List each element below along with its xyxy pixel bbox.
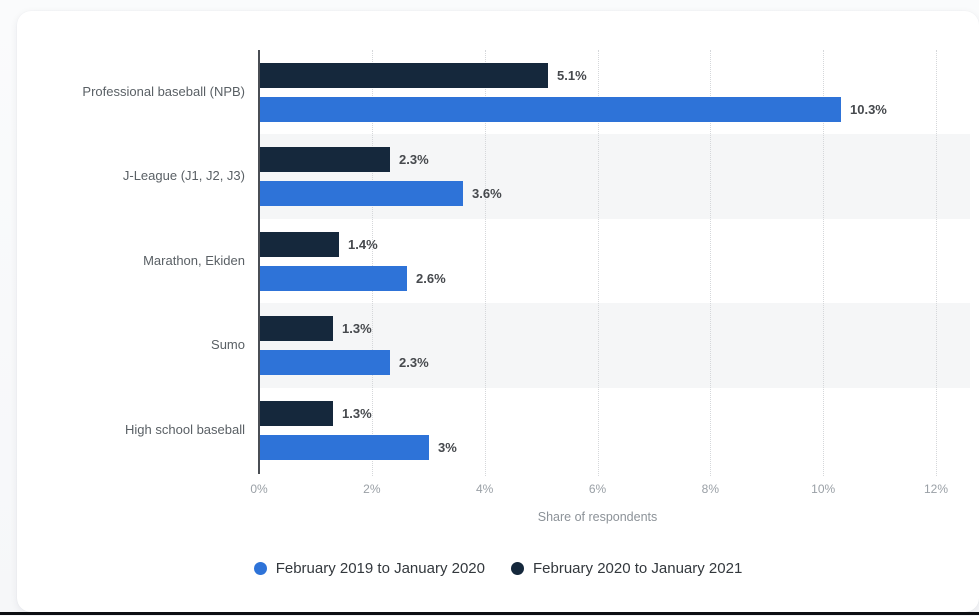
bar-value-label: 2.3% bbox=[399, 152, 429, 168]
y-axis-line bbox=[258, 50, 260, 474]
bar[interactable] bbox=[260, 434, 429, 460]
bar-value-label: 2.3% bbox=[399, 355, 429, 371]
category-label: Sumo bbox=[211, 337, 245, 353]
gridline bbox=[372, 50, 373, 476]
bar-value-label: 10.3% bbox=[850, 102, 887, 117]
bar-row: 1.3% 2.3% bbox=[259, 303, 936, 387]
bar-row: 1.4% 2.6% bbox=[259, 219, 936, 303]
bar-value-label: 1.4% bbox=[348, 236, 378, 252]
bar[interactable] bbox=[260, 97, 841, 122]
bar[interactable] bbox=[260, 316, 333, 342]
bar[interactable] bbox=[260, 181, 463, 207]
legend-dot bbox=[253, 562, 267, 575]
legend-label: February 2019 to January 2020 bbox=[275, 560, 485, 577]
x-tick-label: 8% bbox=[701, 482, 719, 496]
category-label: Marathon, Ekiden bbox=[143, 252, 245, 268]
screen-bottom-edge-line bbox=[0, 612, 979, 615]
legend-dot bbox=[511, 562, 524, 575]
legend-item: February 2020 to January 2021 bbox=[511, 560, 742, 577]
category-label: J-League (J1, J2, J3) bbox=[122, 168, 245, 184]
bar[interactable] bbox=[260, 231, 339, 257]
x-tick-label: 2% bbox=[363, 482, 381, 496]
x-axis-title: Share of respondents bbox=[537, 510, 658, 524]
bar-value-label: 2.6% bbox=[416, 270, 446, 286]
category-label: Professional baseball (NPB) bbox=[82, 84, 245, 100]
gridline bbox=[936, 50, 937, 476]
legend-item: February 2019 to January 2020 bbox=[253, 560, 485, 577]
bar-value-label: 5.1% bbox=[557, 68, 587, 83]
legend: February 2019 to January 2020 February 20… bbox=[17, 560, 979, 577]
x-tick-label: 4% bbox=[475, 482, 494, 496]
bar-row: 5.1% 10.3% bbox=[259, 50, 936, 134]
plot-area: 5.1% 10.3% 2.3% 3.6% 1.4% 2.6% 1.3% 2.3% 1.3% 3% bbox=[258, 50, 970, 476]
bar[interactable] bbox=[260, 147, 390, 173]
chart-card: Professional baseball (NPB) J-League (J1,… bbox=[17, 11, 979, 612]
bar[interactable] bbox=[260, 350, 390, 376]
bar[interactable] bbox=[260, 400, 333, 426]
gridline bbox=[598, 50, 599, 476]
x-tick-label: 6% bbox=[588, 482, 607, 496]
bar-row: 2.3% 3.6% bbox=[259, 134, 936, 218]
gridline bbox=[485, 50, 486, 476]
bar-row: 1.3% 3% bbox=[259, 388, 936, 472]
x-tick-label: 10% bbox=[811, 482, 836, 496]
bar[interactable] bbox=[260, 63, 548, 88]
gridline bbox=[710, 50, 711, 476]
x-tick-label: 0% bbox=[250, 482, 268, 496]
legend-label: February 2020 to January 2021 bbox=[533, 560, 743, 577]
x-tick-label: 12% bbox=[923, 482, 949, 496]
bar[interactable] bbox=[260, 265, 407, 291]
bar-value-label: 3% bbox=[438, 439, 457, 455]
category-label: High school baseball bbox=[125, 421, 245, 437]
bar-value-label: 1.3% bbox=[342, 405, 372, 421]
bar-value-label: 3.6% bbox=[472, 186, 502, 202]
bar-value-label: 1.3% bbox=[342, 321, 372, 337]
gridline bbox=[823, 50, 824, 476]
